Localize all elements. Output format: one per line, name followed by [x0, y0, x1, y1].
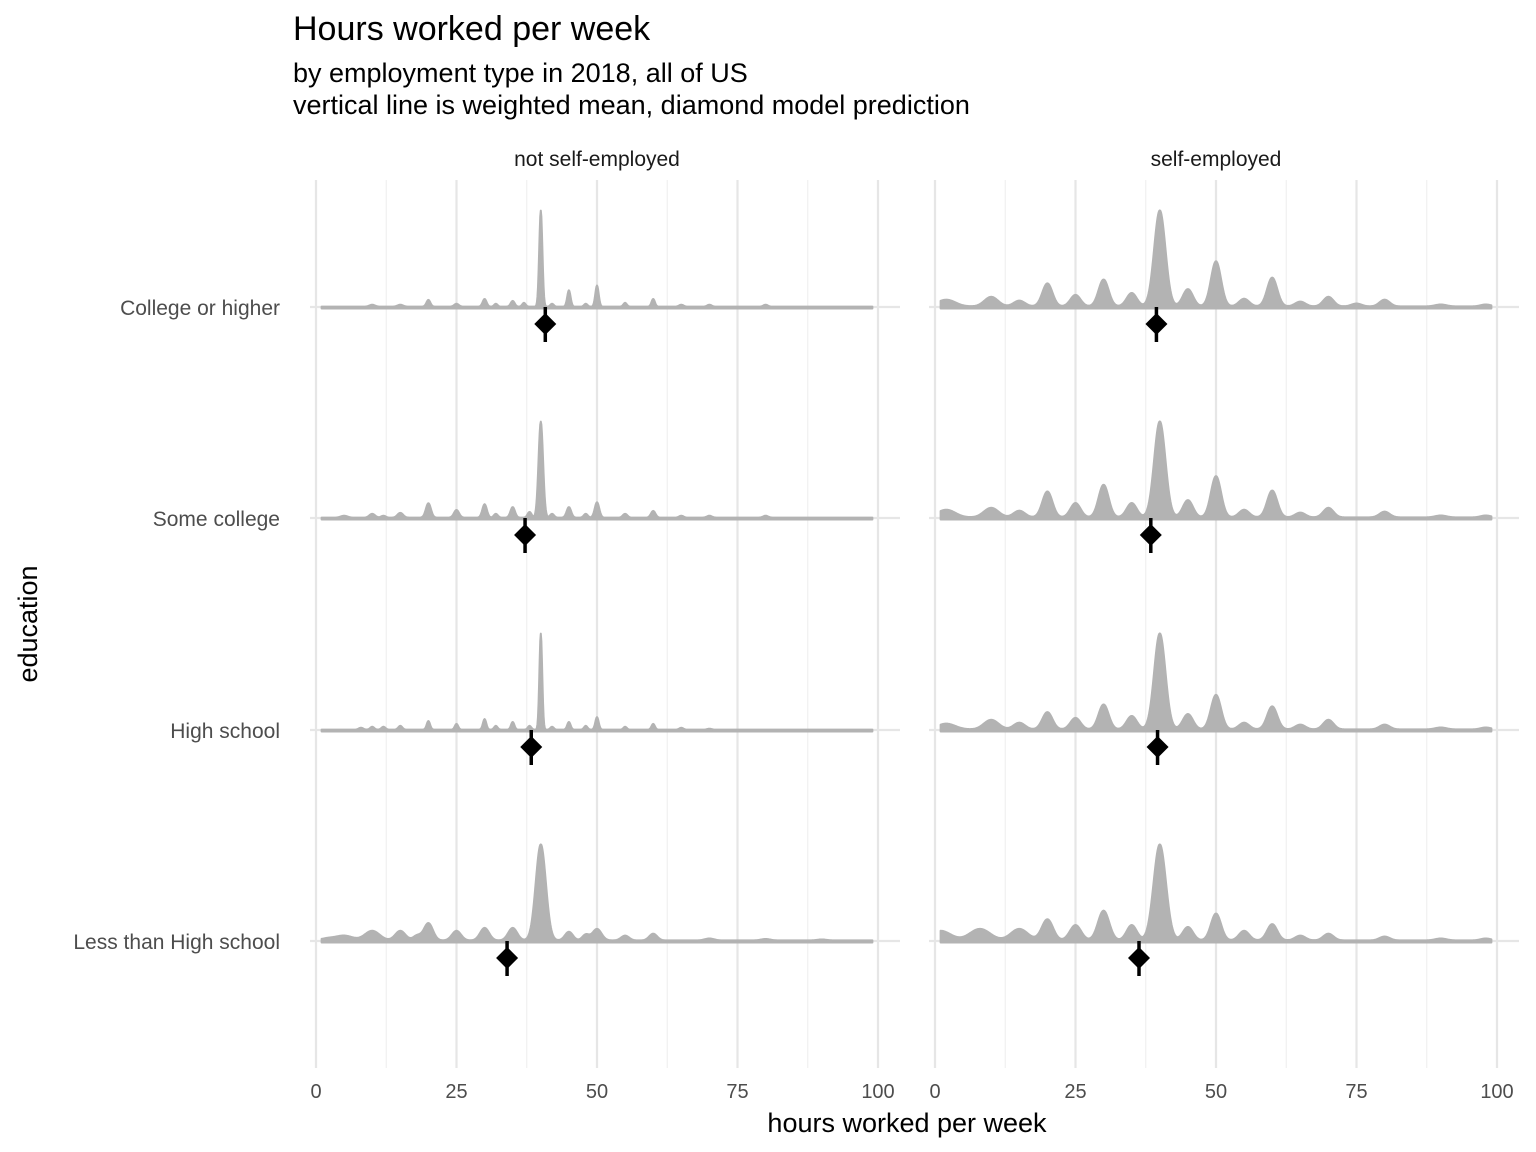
chart-subtitle-line-2: vertical line is weighted mean, diamond … [293, 90, 970, 120]
markers [496, 307, 1169, 976]
category-label-high-school: High school [170, 720, 280, 743]
category-label-some-college: Some college [153, 508, 280, 531]
prediction-diamond-self-employed-some-college [1139, 524, 1162, 546]
x-axis-title: hours worked per week [767, 1108, 1047, 1138]
category-label-college-or-higher: College or higher [120, 297, 280, 320]
category-labels: College or higher Some college High school… [73, 297, 280, 954]
ridges [320, 209, 1493, 944]
prediction-diamond-self-employed-high-school [1146, 736, 1169, 758]
ridge-not-self-employed-high-school [320, 632, 874, 733]
prediction-diamond-self-employed-college-or-higher [1145, 313, 1168, 335]
chart-title: Hours worked per week [293, 10, 651, 48]
ridge-self-employed-some-college [939, 420, 1493, 521]
x-tick-label-self-employed: 50 [1205, 1081, 1227, 1103]
prediction-diamond-self-employed-less-than-high-school [1128, 947, 1151, 969]
ridge-not-self-employed-college-or-higher [320, 209, 874, 310]
x-tick-label-not-self-employed: 0 [310, 1081, 321, 1103]
x-tick-label-not-self-employed: 50 [586, 1081, 608, 1103]
prediction-diamond-not-self-employed-high-school [520, 736, 543, 758]
y-axis-title: education [13, 565, 43, 682]
x-tick-label-self-employed: 100 [1480, 1081, 1513, 1103]
facet-strips: not self-employed self-employed [514, 148, 1281, 171]
x-tick-labels: 0 25 50 75 100 0 25 50 75 100 [310, 1081, 1513, 1103]
ridge-not-self-employed-less-than-high-school [320, 843, 874, 944]
ridge-self-employed-high-school [939, 632, 1493, 733]
x-tick-label-not-self-employed: 25 [445, 1081, 467, 1103]
x-tick-label-self-employed: 75 [1345, 1081, 1367, 1103]
prediction-diamond-not-self-employed-some-college [514, 524, 537, 546]
ridge-self-employed-less-than-high-school [939, 843, 1493, 944]
x-tick-label-self-employed: 0 [929, 1081, 940, 1103]
prediction-diamond-not-self-employed-college-or-higher [534, 313, 557, 335]
ridge-self-employed-college-or-higher [939, 209, 1493, 310]
ridge-not-self-employed-some-college [320, 420, 874, 521]
facet-label-self-employed: self-employed [1151, 148, 1282, 171]
x-tick-label-self-employed: 25 [1064, 1081, 1086, 1103]
prediction-diamond-not-self-employed-less-than-high-school [496, 947, 519, 969]
x-tick-label-not-self-employed: 100 [861, 1081, 894, 1103]
x-tick-label-not-self-employed: 75 [726, 1081, 748, 1103]
chart-subtitle-line-1: by employment type in 2018, all of US [293, 58, 748, 88]
category-label-less-than-high-school: Less than High school [73, 931, 280, 954]
facet-label-not-self-employed: not self-employed [514, 148, 680, 171]
